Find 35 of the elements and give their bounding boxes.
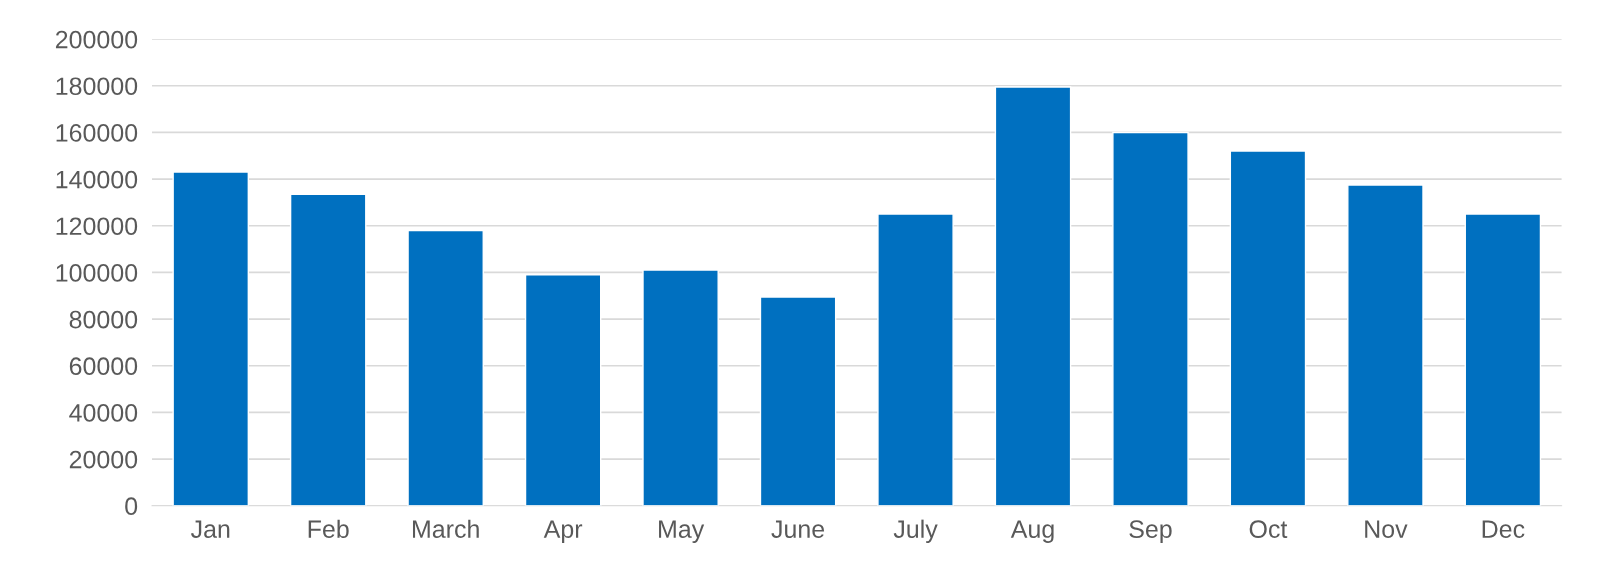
bar — [994, 86, 1072, 506]
y-tick-label: 0 — [125, 497, 138, 516]
x-tick-label: Nov — [1365, 520, 1408, 538]
x-tick-label: Dec — [1482, 520, 1525, 538]
bar — [1347, 184, 1424, 506]
x-tick-label: Feb — [308, 519, 349, 538]
y-tick-label: 120000 — [56, 217, 138, 236]
y-tick-label: 80000 — [69, 310, 138, 329]
bar — [1229, 150, 1307, 506]
x-tick-label: Sep — [1129, 520, 1172, 543]
y-tick-label: 20000 — [69, 450, 138, 469]
bar — [172, 171, 250, 506]
x-tick-label: Jan — [190, 520, 230, 538]
bar — [1112, 131, 1189, 506]
x-tick-label: Apr — [543, 520, 583, 543]
y-tick-label: 180000 — [56, 77, 138, 96]
x-tick-label: Oct — [1249, 520, 1288, 538]
y-tick-label: 40000 — [69, 404, 138, 422]
x-tick-label: Aug — [1010, 520, 1054, 543]
x-tick-label: March — [412, 519, 479, 538]
bar — [1464, 213, 1542, 506]
y-tick-label: 100000 — [56, 264, 138, 282]
x-tick-label: June — [771, 520, 825, 538]
x-tick-label: July — [893, 519, 938, 543]
bar — [877, 213, 954, 506]
y-tick-label: 140000 — [56, 170, 138, 189]
bar — [289, 193, 367, 506]
x-tick-label: May — [659, 520, 705, 543]
bar — [759, 296, 837, 506]
bar — [407, 229, 484, 506]
y-tick-label: 200000 — [55, 30, 138, 49]
bar — [524, 274, 602, 506]
y-tick-label: 160000 — [56, 124, 138, 142]
bar — [642, 269, 719, 506]
y-tick-label: 60000 — [69, 357, 138, 376]
